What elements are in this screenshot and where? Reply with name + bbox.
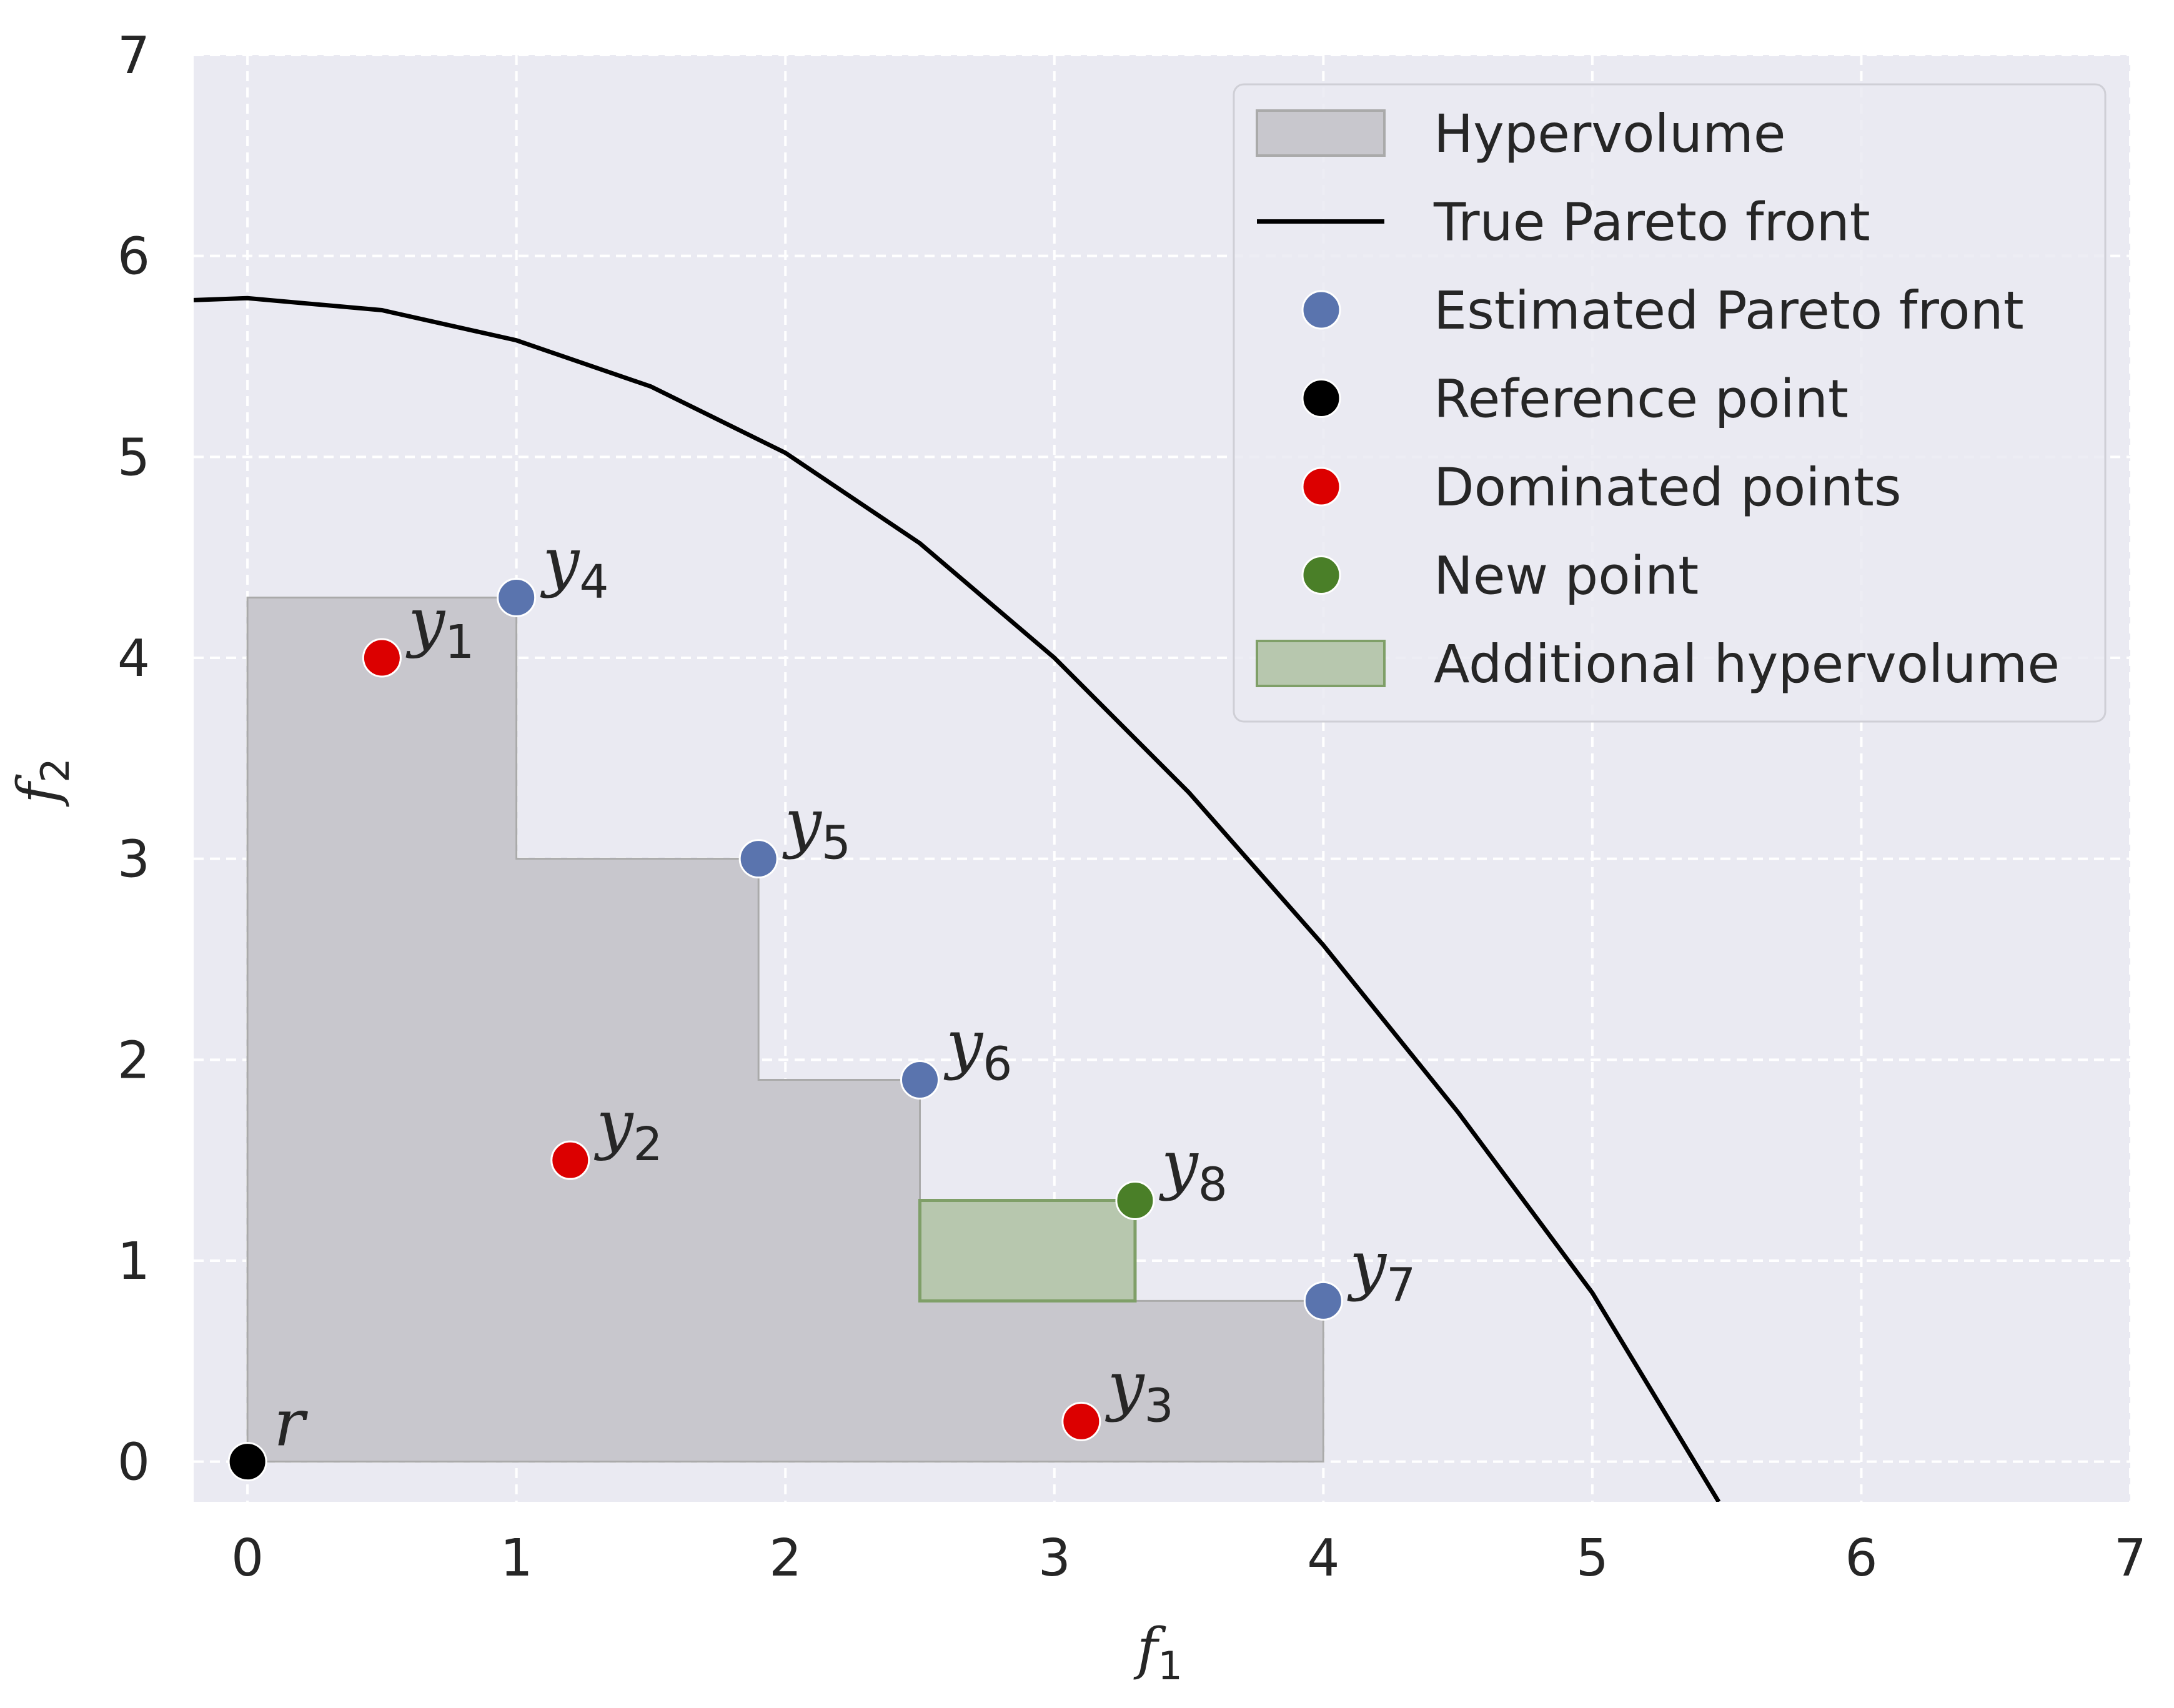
point-label-r: r — [274, 1385, 308, 1461]
y-tick-label: 5 — [117, 428, 150, 487]
x-tick-label: 0 — [231, 1529, 264, 1588]
point-label-y1: y1 — [405, 583, 474, 669]
point-label-y6: y6 — [944, 1006, 1013, 1091]
legend-swatch-new — [1301, 555, 1341, 595]
legend-label-new: New point — [1434, 545, 1699, 607]
point-reference — [227, 1442, 267, 1482]
legend-box — [1233, 83, 2107, 723]
legend-label-additional: Additional hypervolume — [1434, 633, 2060, 695]
x-tick-label: 6 — [1845, 1529, 1877, 1588]
legend-swatch-reference — [1301, 379, 1341, 418]
legend-swatch-dominated — [1301, 467, 1341, 507]
legend-swatch-hypervolume — [1256, 109, 1386, 157]
y-tick-label: 1 — [117, 1232, 150, 1291]
point-dominated — [362, 638, 402, 678]
y-axis-label: f2 — [6, 758, 78, 807]
legend-swatch-additional — [1256, 640, 1386, 687]
legend-label-hypervolume: Hypervolume — [1434, 103, 1786, 164]
point-estimated — [738, 839, 778, 879]
legend-swatch-estimated — [1301, 290, 1341, 330]
y-tick-label: 7 — [117, 26, 150, 86]
x-tick-label: 7 — [2114, 1529, 2147, 1588]
point-estimated — [1303, 1281, 1343, 1321]
y-tick-labels: 0 1 2 3 4 5 6 7 — [117, 26, 150, 1492]
point-label-y7: y7 — [1347, 1226, 1416, 1312]
x-tick-label: 3 — [1038, 1529, 1071, 1588]
point-dominated — [550, 1140, 590, 1180]
point-label-y4: y4 — [540, 524, 609, 609]
x-tick-label: 4 — [1307, 1529, 1339, 1588]
y-tick-label: 2 — [117, 1031, 150, 1090]
y-tick-label: 0 — [117, 1433, 150, 1492]
hypervolume-regions — [246, 597, 1324, 1463]
point-label-y2: y2 — [594, 1086, 663, 1171]
x-tick-label: 5 — [1576, 1529, 1609, 1588]
x-tick-labels: 0 1 2 3 4 5 6 7 — [231, 1529, 2147, 1588]
point-label-y5: y5 — [782, 785, 851, 870]
additional-hypervolume-area — [918, 1199, 1137, 1303]
point-estimated — [497, 578, 537, 617]
x-tick-label: 2 — [769, 1529, 802, 1588]
legend: Hypervolume True Pareto front Estimated Pa… — [1233, 83, 2107, 723]
x-tick-label: 1 — [500, 1529, 533, 1588]
pareto-curve — [194, 295, 1721, 1502]
y-tick-label: 3 — [117, 830, 150, 890]
point-new — [1115, 1181, 1155, 1220]
legend-label-pareto: True Pareto front — [1433, 192, 1870, 253]
hypervolume-area — [246, 597, 1324, 1463]
legend-label-reference: Reference point — [1434, 369, 1849, 430]
point-dominated — [1061, 1401, 1101, 1441]
point-estimated — [900, 1060, 940, 1100]
true-pareto-front-line — [194, 295, 1721, 1502]
y-tick-label: 4 — [117, 629, 150, 688]
points: r y1 y2 y3 y4 y5 y6 y7 y8 — [227, 524, 1416, 1482]
legend-label-estimated: Estimated Pareto front — [1434, 280, 2024, 341]
x-axis-label: f1 — [1133, 1616, 1183, 1689]
axis-labels: f1 f2 — [6, 758, 1183, 1689]
point-label-y8: y8 — [1159, 1126, 1228, 1212]
y-tick-label: 6 — [117, 227, 150, 287]
legend-label-dominated: Dominated points — [1434, 457, 1902, 518]
point-label-y3: y3 — [1105, 1347, 1174, 1432]
